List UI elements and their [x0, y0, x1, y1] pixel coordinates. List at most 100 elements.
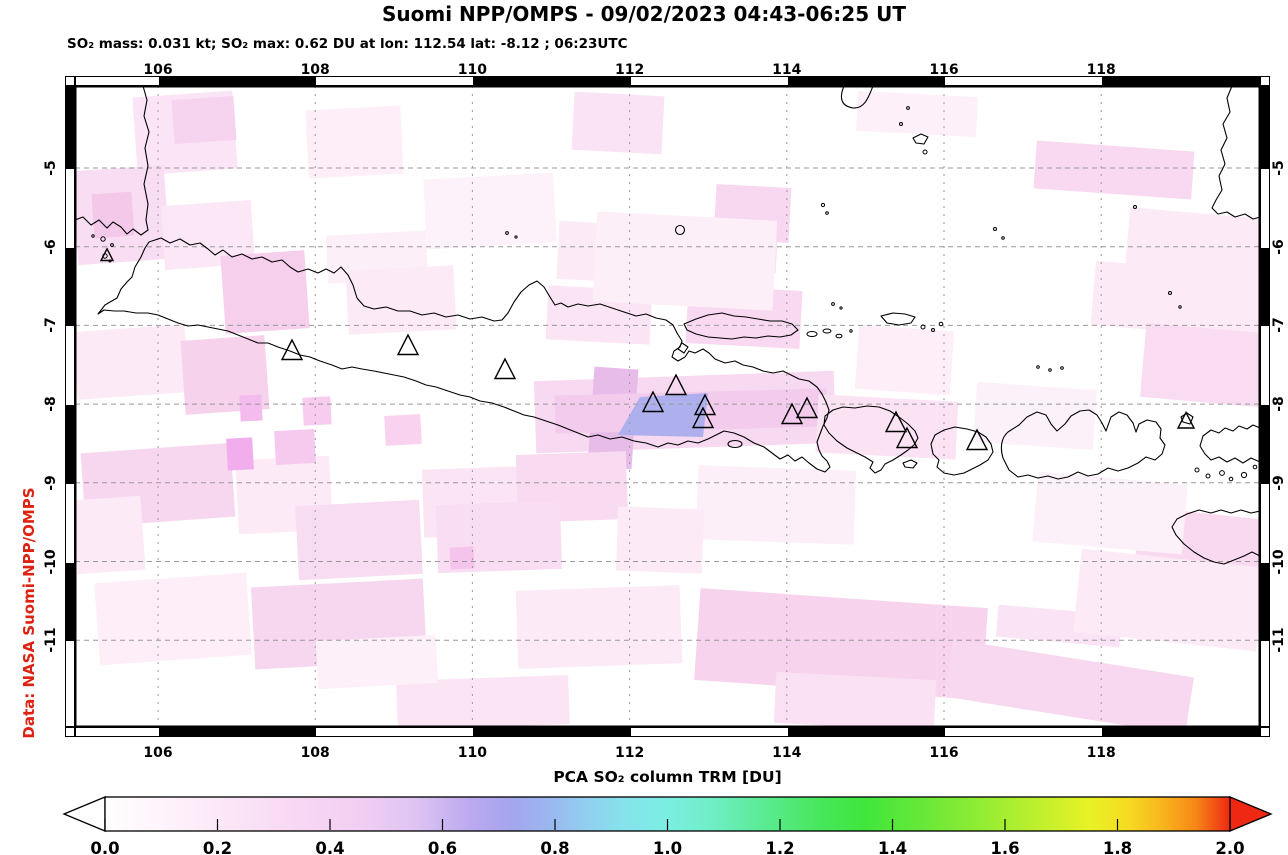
so2-patch: [592, 211, 778, 311]
lat-tick-label-right: -7: [1271, 317, 1287, 334]
volcano-markers: [99, 247, 1196, 451]
so2-patch: [91, 191, 135, 239]
colorbar-tick-label: 1.6: [990, 839, 1020, 855]
so2-patch: [180, 335, 270, 415]
so2-patch: [856, 90, 978, 138]
coast-madura: [683, 312, 799, 340]
so2-patch: [943, 639, 1195, 727]
so2-patch: [345, 265, 457, 335]
so2-patch: [295, 499, 423, 581]
so2-patch: [815, 394, 959, 460]
volcano-triangle-icon: [664, 373, 688, 396]
frame-corner: [65, 76, 75, 86]
frame-band-left: [65, 86, 75, 727]
so2-patch: [515, 585, 683, 669]
volcano-triangle-icon: [965, 428, 989, 451]
coast-surabaya-inlet: [677, 342, 689, 354]
so2-patch: [274, 428, 316, 466]
so2-patch: [1032, 471, 1188, 555]
coast-nusa-penida: [902, 459, 918, 469]
so2-patch: [449, 546, 475, 570]
colorbar: [62, 796, 1273, 832]
lon-tick-label-top: 114: [772, 62, 802, 78]
so2-patch: [615, 506, 705, 574]
so2-patch: [1033, 140, 1195, 200]
graticule-gridlines: [75, 86, 1260, 727]
so2-patch: [973, 381, 1097, 451]
volcano-triangle-icon: [99, 247, 115, 262]
colorbar-overflow-arrow: [1229, 796, 1273, 832]
plot-title: Suomi NPP/OMPS - 09/02/2023 04:43-06:25 …: [382, 2, 906, 26]
coast-sumba: [1171, 509, 1260, 565]
so2-patch: [423, 172, 557, 250]
coast-lombok: [930, 426, 994, 476]
colorbar-tick-label: 1.8: [1102, 839, 1133, 855]
lat-tick-label-right: -10: [1271, 548, 1287, 575]
lon-tick-label-bottom: 112: [614, 745, 645, 761]
so2-patch: [396, 675, 570, 727]
coast-sumatra: [75, 86, 150, 236]
so2-patch: [160, 199, 256, 271]
so2-patch: [171, 95, 237, 145]
lat-tick-label-right: -9: [1271, 475, 1287, 491]
so2-max-patch: [618, 393, 708, 437]
so2-patch: [315, 634, 439, 690]
colorbar-tick-label: 0.2: [202, 839, 233, 855]
coast-bali: [823, 405, 919, 474]
lat-tick-label-left: -10: [43, 548, 59, 575]
colorbar-tick-label: 0.6: [427, 839, 458, 855]
data-source-watermark: Data: NASA Suomi-NPP/OMPS: [20, 487, 38, 739]
so2-patch: [302, 396, 332, 426]
volcano-triangle-icon: [895, 426, 919, 449]
colorbar-tick-label: 1.0: [652, 839, 683, 855]
so2-patch: [1090, 260, 1260, 340]
lat-tick-label-right: -11: [1271, 627, 1287, 653]
volcano-triangle-icon: [884, 410, 908, 433]
colorbar-tick-label: 2.0: [1215, 839, 1245, 855]
frame-band-top: [75, 76, 1260, 86]
so2-field-patches: [75, 90, 1260, 727]
lat-tick-label-left: -5: [43, 160, 59, 176]
frame-corner: [65, 727, 75, 737]
lon-tick-label-top: 118: [1086, 62, 1116, 78]
lon-tick-label-bottom: 118: [1086, 745, 1116, 761]
so2-patch: [571, 91, 665, 155]
frame-band-right: [1260, 86, 1270, 727]
so2-patch: [695, 465, 857, 545]
lon-tick-label-bottom: 114: [772, 745, 802, 761]
coastlines: [75, 86, 1260, 565]
coast-sulawesi: [1211, 86, 1260, 220]
so2-patch: [220, 250, 310, 334]
coast-nusa-barung: [727, 439, 743, 449]
so2-patch: [305, 105, 404, 179]
coast-kangean: [880, 312, 916, 326]
so2-patch: [75, 324, 190, 400]
islets: [91, 106, 1258, 482]
volcano-triangle-icon: [691, 406, 715, 429]
map-frame: [75, 86, 1260, 727]
volcano-triangle-icon: [795, 396, 819, 419]
lon-tick-label-top: 116: [929, 62, 959, 78]
colorbar-ticks: [104, 819, 1231, 830]
so2-patch: [226, 437, 254, 471]
lat-tick-label-left: -6: [43, 238, 59, 255]
volcano-triangle-icon: [641, 390, 665, 413]
colorbar-tick-label: 0.8: [540, 839, 570, 855]
coast-borneo-tip: [840, 86, 874, 109]
lat-tick-label-left: -11: [43, 627, 59, 653]
island-bawean: [674, 224, 686, 236]
so2-patch: [694, 588, 988, 700]
lat-tick-label-left: -9: [43, 475, 59, 491]
coast-java: [97, 237, 831, 473]
lon-tick-label-bottom: 110: [457, 745, 487, 761]
coast-sumbawa: [1000, 409, 1166, 480]
so2-patch: [773, 671, 937, 727]
lat-tick-label-right: -6: [1271, 238, 1287, 255]
coast-komodo: [1199, 424, 1260, 464]
lon-tick-label-bottom: 106: [143, 745, 173, 761]
colorbar-title: PCA SO₂ column TRM [DU]: [553, 768, 782, 786]
lat-tick-label-right: -5: [1271, 160, 1287, 176]
lon-tick-label-top: 112: [614, 62, 645, 78]
lon-tick-label-bottom: 108: [300, 745, 330, 761]
